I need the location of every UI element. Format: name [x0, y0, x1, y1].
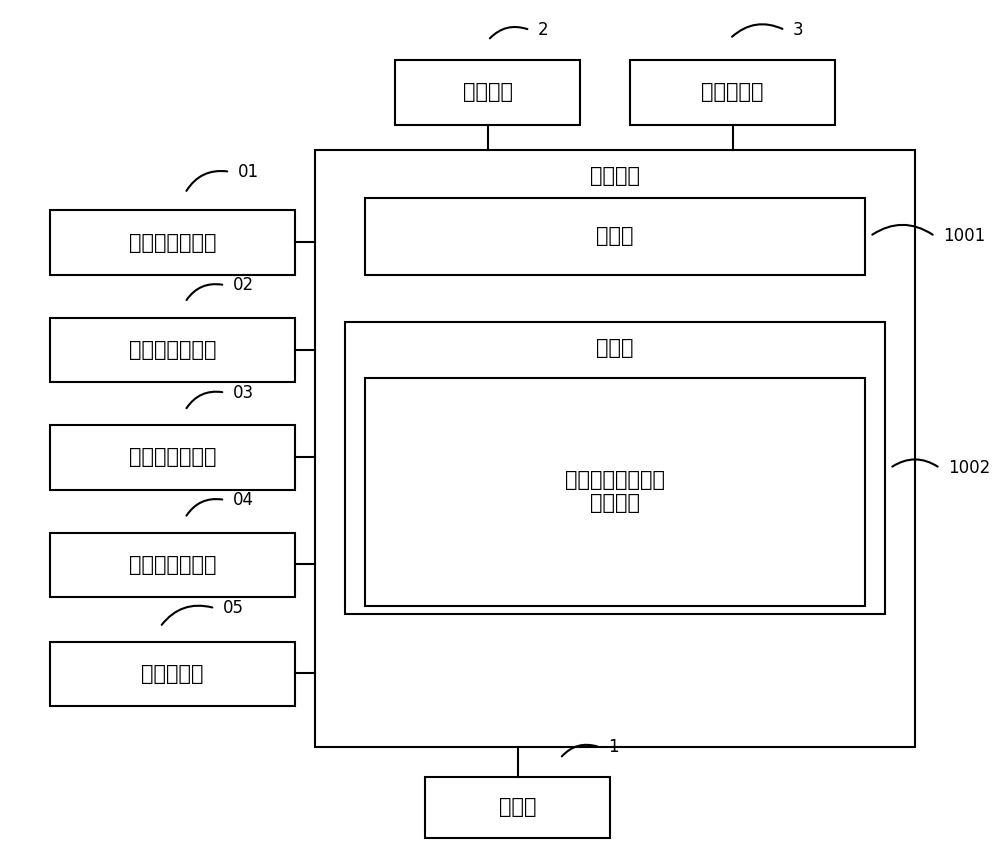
Bar	[50, 533, 295, 597]
Text: 1001: 1001	[943, 228, 985, 245]
Bar	[345, 322, 885, 614]
Text: 存储器: 存储器	[596, 338, 634, 358]
Bar	[365, 378, 865, 606]
Bar	[315, 150, 915, 747]
Text: 第三温度传感器: 第三温度传感器	[129, 448, 216, 467]
Text: 第二温度传感器: 第二温度传感器	[129, 340, 216, 360]
Text: 02: 02	[233, 277, 254, 294]
Bar	[630, 60, 835, 125]
Text: 2: 2	[538, 21, 549, 39]
Text: 1002: 1002	[948, 460, 990, 477]
Text: 压力传感器: 压力传感器	[141, 664, 204, 684]
Bar	[50, 642, 295, 706]
Bar	[365, 198, 865, 275]
Text: 压缩机: 压缩机	[499, 797, 536, 818]
Text: 处理器: 处理器	[596, 226, 634, 247]
Text: 01: 01	[238, 163, 259, 180]
Text: 第一温度传感器: 第一温度传感器	[129, 233, 216, 253]
Text: 3: 3	[793, 21, 804, 39]
Bar	[395, 60, 580, 125]
Text: 05: 05	[223, 600, 244, 617]
Text: 03: 03	[233, 384, 254, 401]
Bar	[50, 425, 295, 490]
Text: 04: 04	[233, 491, 254, 509]
Text: 水力模块: 水力模块	[463, 82, 512, 102]
Text: 控制装置: 控制装置	[590, 166, 640, 186]
Bar	[50, 210, 295, 275]
Bar	[425, 777, 610, 838]
Bar	[50, 318, 295, 382]
Text: 空调室内机: 空调室内机	[701, 82, 764, 102]
Text: 多联机热泵系统的
控制程序: 多联机热泵系统的 控制程序	[565, 470, 665, 514]
Text: 1: 1	[608, 739, 619, 756]
Text: 第四温度传感器: 第四温度传感器	[129, 555, 216, 575]
